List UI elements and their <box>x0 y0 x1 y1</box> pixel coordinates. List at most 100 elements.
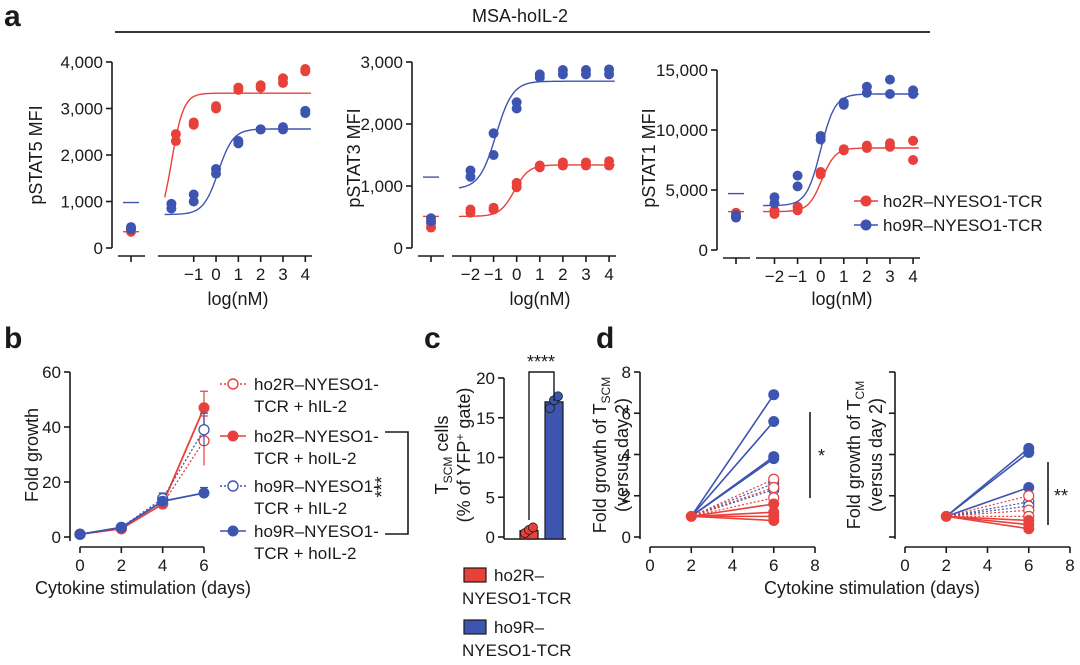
d-marker <box>768 481 780 494</box>
a-xtick-label: 3 <box>581 265 590 284</box>
chart-pstat5: pSTAT5 MFI log(nM) 0 1,000 2,000 3,000 4,000… <box>26 53 312 309</box>
d-pair-line <box>690 394 775 517</box>
a-data-point <box>277 122 288 133</box>
panel-b-sig-bracket <box>385 431 409 535</box>
tscm-fold-ylabel-line1: Fold growth of TSCM <box>590 377 613 533</box>
d-pair-line <box>945 451 1030 518</box>
c-point <box>545 403 555 414</box>
tscm-ylabel2-main: (% of YFP <box>454 441 474 523</box>
a-data-point <box>170 136 181 147</box>
b-marker <box>198 402 210 414</box>
legend-ho9r-marker <box>860 219 872 231</box>
d-ytick-label: 4 <box>622 446 631 465</box>
pstat5-xlabel: log(nM) <box>207 289 268 309</box>
a-xtick-label: 1 <box>234 265 243 284</box>
a-ytick-label: 2,000 <box>60 146 103 165</box>
a-data-point <box>769 205 780 216</box>
d-pair-line <box>691 503 774 518</box>
legend-b4-marker <box>227 525 239 537</box>
d-marker <box>1023 490 1035 502</box>
a-data-point <box>792 201 803 212</box>
panel-d-letter: d <box>596 322 614 355</box>
legend-b3-line1: ho9R–NYESO1- <box>254 477 379 496</box>
tscm-ylabel-line2: (% of YFP+ gate) <box>453 388 474 523</box>
d-xtick-label: 2 <box>942 556 951 575</box>
a-data-point <box>884 74 895 85</box>
d-xtick-label: 6 <box>769 556 778 575</box>
tcm-fold-ylabel-line2: (versus day 2) <box>866 398 886 512</box>
d-marker <box>768 515 780 526</box>
a-xtick-label: −1 <box>184 265 203 284</box>
a-data-point <box>580 65 591 76</box>
b-xtick-label: 4 <box>158 556 167 575</box>
b-xtick-label: 2 <box>117 556 126 575</box>
a-data-point <box>792 170 803 181</box>
d-marker-day2 <box>940 510 952 522</box>
tscm-ylabel-rest: cells <box>432 416 452 457</box>
b-ytick-label: 20 <box>42 473 61 492</box>
a-ytick-label: 1,000 <box>60 193 103 212</box>
b-series-line <box>79 429 205 535</box>
a-data-point <box>815 167 826 177</box>
a-data-point <box>465 204 476 215</box>
d-marker-day2 <box>685 510 697 522</box>
d-marker <box>1023 523 1035 535</box>
a-data-point <box>488 202 499 213</box>
a-untreated-point <box>126 224 136 235</box>
d-xtick-label: 4 <box>983 556 992 575</box>
c-bar <box>544 401 564 540</box>
b-marker <box>115 521 127 533</box>
d-pair-line <box>946 509 1029 517</box>
a-data-point <box>604 64 615 75</box>
a-data-point <box>908 89 919 99</box>
a-ytick-label: 10,000 <box>656 121 708 140</box>
legend-ho2r-label: ho2R–NYESO1-TCR <box>883 192 1043 211</box>
a-data-point <box>792 181 803 192</box>
legend-b4-line1: ho9R–NYESO1- <box>254 522 379 541</box>
a-data-point <box>188 117 199 128</box>
a-data-point <box>534 69 545 80</box>
tscm-fold-ylabel-sub: SCM <box>599 377 613 404</box>
chart-pstat3: pSTAT3 MFI log(nM) 0 1,000 2,000 3,000 −2 −1 0… <box>344 53 616 309</box>
a-data-point <box>188 196 199 207</box>
d-ytick-label: 0 <box>622 528 631 547</box>
d-xtick-label: 6 <box>1024 556 1033 575</box>
pstat3-ylabel: pSTAT3 MFI <box>344 108 364 207</box>
a-ytick-label: 3,000 <box>60 100 103 119</box>
a-data-point <box>861 140 872 151</box>
legend-ho2r-marker <box>860 195 872 207</box>
a-xtick-label: 3 <box>885 267 894 286</box>
tcm-fold-ylabel-line1: Fold growth of TCM <box>844 381 867 529</box>
legend-b2-line2: TCR + hoIL-2 <box>254 449 357 468</box>
chart-fold-growth: Fold growth Cytokine stimulation (days) … <box>22 363 251 598</box>
a-xtick-label: −1 <box>788 267 807 286</box>
a-data-point <box>188 189 199 200</box>
b-ytick-label: 0 <box>52 528 61 547</box>
d-xtick-label: 8 <box>810 556 819 575</box>
b-marker <box>74 528 86 540</box>
tscm-ylabel2-sup: + <box>453 434 467 441</box>
tcm-fold-ylabel-main: Fold growth of T <box>844 399 864 529</box>
d-left-significance: * <box>818 446 825 466</box>
b-ytick-label: 40 <box>42 418 61 437</box>
a-xtick-label: 0 <box>512 265 521 284</box>
a-fit-curve <box>458 80 615 189</box>
pstat3-xlabel: log(nM) <box>509 289 570 309</box>
a-xtick-label: 0 <box>211 265 220 284</box>
a-data-point <box>255 82 266 93</box>
a-ytick-label: 5,000 <box>665 181 708 200</box>
a-data-point <box>233 82 244 93</box>
a-xtick-label: −2 <box>461 265 480 284</box>
a-data-point <box>861 81 872 92</box>
d-ytick-label: 2 <box>622 487 631 506</box>
a-ytick-label: 15,000 <box>656 61 708 80</box>
panel-a-legend: ho2R–NYESO1-TCR ho9R–NYESO1-TCR <box>854 192 1043 235</box>
d-xtick-label: 0 <box>900 556 909 575</box>
a-data-point <box>233 136 244 147</box>
pstat1-xlabel: log(nM) <box>811 289 872 309</box>
b-ytick-label: 60 <box>42 363 61 382</box>
d-xtick-label: 2 <box>687 556 696 575</box>
panel-d-xlabel: Cytokine stimulation (days) <box>764 578 980 598</box>
a-data-point <box>604 160 615 171</box>
a-data-point <box>769 192 780 203</box>
